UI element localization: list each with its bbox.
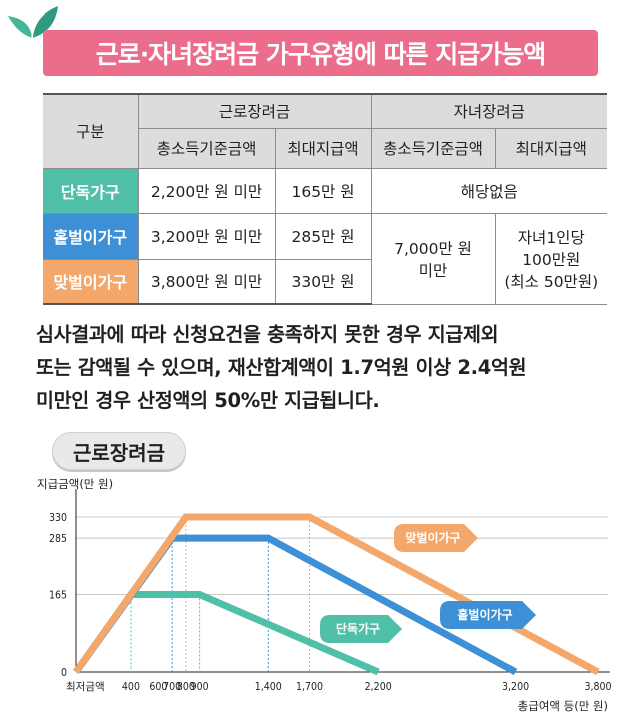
table-row: 홑벌이가구 3,200만 원 미만 285만 원 7,000만 원 미만 자녀1… — [43, 212, 607, 305]
table-corner-header: 구분 — [43, 93, 139, 169]
x-tick-label: 1,400 — [255, 681, 282, 693]
notice-text: 심사결과에 따라 신청요건을 충족하지 못한 경우 지급제외 또는 감액될 수 … — [36, 318, 616, 417]
eligibility-table: 구분 근로장려금 자녀장려금 총소득기준금액 최대지급액 총소득기준금액 최대지… — [43, 93, 607, 305]
callout-1 — [320, 615, 402, 643]
sub-header: 최대지급액 — [494, 127, 607, 169]
x-tick-label: 700 — [163, 681, 181, 693]
child-max-line: 자녀1인당 — [517, 228, 585, 247]
x-tick-label: 2,200 — [365, 681, 392, 693]
chart-title-pill: 근로장려금 — [52, 432, 186, 470]
x-tick-label: 3,200 — [502, 681, 529, 693]
child-max-line: 100만원 — [522, 250, 581, 269]
child-income-line: 미만 — [418, 261, 448, 280]
cell-income: 2,200만 원 미만 — [137, 167, 276, 214]
cell-max: 285만 원 — [274, 212, 372, 260]
x-origin-label: 최저금액 — [66, 681, 105, 693]
sub-header: 총소득기준금액 — [370, 127, 496, 169]
x-tick-label: 900 — [191, 681, 209, 693]
callout-3 — [394, 524, 478, 552]
series-line-3 — [73, 513, 600, 676]
y-tick-label: 330 — [49, 512, 67, 524]
x-tick-label: 600 — [149, 681, 167, 693]
child-max-line: (최소 50만원) — [504, 272, 599, 291]
cell-max: 165만 원 — [274, 167, 372, 214]
cell-child-max: 자녀1인당 100만원 (최소 50만원) — [494, 212, 607, 305]
y-tick-label: 165 — [49, 590, 67, 602]
y-tick-label: 285 — [49, 533, 67, 545]
child-income-line: 7,000만 원 — [394, 239, 472, 258]
y-tick-label: 0 — [61, 667, 67, 679]
table-row: 맞벌이가구 3,800만 원 미만 330만 원 — [43, 258, 607, 305]
y-axis-title: 지급금액(만 원) — [37, 477, 113, 491]
x-tick-label: 3,800 — [584, 681, 611, 693]
page-title: 근로·자녀장려금 가구유형에 따른 지급가능액 — [43, 30, 598, 76]
group-header-work: 근로장려금 — [137, 93, 372, 129]
x-tick-label: 800 — [177, 681, 195, 693]
cell-income: 3,200만 원 미만 — [137, 212, 276, 260]
notice-line: 심사결과에 따라 신청요건을 충족하지 못한 경우 지급제외 — [36, 323, 499, 346]
cell-child-income: 7,000만 원 미만 — [370, 212, 496, 305]
cell-max: 330만 원 — [274, 258, 371, 305]
notice-line: 또는 감액될 수 있으며, 재산합계액이 1.7억원 이상 2.4억원 — [36, 356, 527, 379]
row-label-single-earner: 홑벌이가구 — [43, 212, 139, 260]
series-label-1: 단독가구 — [336, 621, 380, 636]
callout-2 — [440, 601, 536, 629]
series-label-3: 맞벌이가구 — [405, 530, 460, 545]
x-axis-title: 총급여액 등(만 원) — [518, 699, 608, 713]
x-tick-label: 1,700 — [296, 681, 323, 693]
x-tick-label: 400 — [122, 681, 140, 693]
series-label-2: 홑벌이가구 — [457, 607, 512, 622]
notice-line: 미만인 경우 산정액의 50%만 지급됩니다. — [36, 389, 380, 412]
leaf-icon — [8, 6, 58, 39]
sub-header: 최대지급액 — [274, 127, 372, 169]
